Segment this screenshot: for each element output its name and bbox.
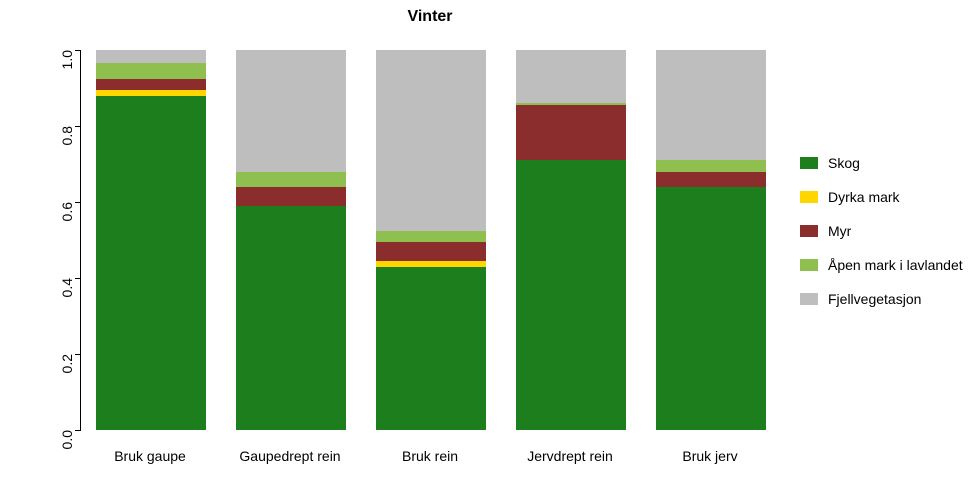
bar-segment-apen_lavland bbox=[96, 63, 205, 78]
chart-canvas: Vinter 0.00.20.40.60.81.0 Bruk gaupeGaup… bbox=[0, 0, 970, 500]
legend-label: Åpen mark i lavlandet bbox=[828, 257, 963, 273]
bar-segment-apen_lavland bbox=[656, 160, 765, 171]
x-category-label: Gaupedrept rein bbox=[239, 448, 340, 464]
legend-item: Åpen mark i lavlandet bbox=[800, 257, 963, 273]
bar-segment-fjellvegetasjon bbox=[236, 50, 345, 172]
legend-swatch bbox=[800, 157, 818, 169]
bar-segment-skog bbox=[656, 187, 765, 430]
bar bbox=[376, 50, 485, 430]
y-tick-label: 0.2 bbox=[59, 354, 75, 373]
bar bbox=[656, 50, 765, 430]
bar-segment-myr bbox=[96, 79, 205, 90]
y-tick-label: 0.6 bbox=[59, 202, 75, 221]
bar-segment-skog bbox=[516, 160, 625, 430]
bar-segment-skog bbox=[376, 267, 485, 430]
legend-swatch bbox=[800, 191, 818, 203]
legend-item: Skog bbox=[800, 155, 963, 171]
plot-area: 0.00.20.40.60.81.0 bbox=[80, 50, 781, 430]
bar bbox=[236, 50, 345, 430]
legend-swatch bbox=[800, 293, 818, 305]
legend-swatch bbox=[800, 225, 818, 237]
x-category-label: Bruk rein bbox=[402, 448, 458, 464]
bar-segment-fjellvegetasjon bbox=[516, 50, 625, 103]
bar bbox=[516, 50, 625, 430]
y-tick-mark bbox=[75, 430, 81, 431]
y-tick-mark bbox=[75, 126, 81, 127]
legend-label: Skog bbox=[828, 155, 860, 171]
y-tick-label: 0.4 bbox=[59, 278, 75, 297]
legend-item: Fjellvegetasjon bbox=[800, 291, 963, 307]
legend: Skog Dyrka mark Myr Åpen mark i lavlandet Fj… bbox=[800, 155, 963, 307]
bar-segment-skog bbox=[96, 96, 205, 430]
bar-segment-myr bbox=[656, 172, 765, 187]
legend-item: Dyrka mark bbox=[800, 189, 963, 205]
bar-segment-myr bbox=[516, 105, 625, 160]
y-tick-label: 1.0 bbox=[59, 50, 75, 69]
bar-segment-apen_lavland bbox=[516, 103, 625, 105]
bar-segment-skog bbox=[236, 206, 345, 430]
y-tick-label: 0.8 bbox=[59, 126, 75, 145]
bar-segment-fjellvegetasjon bbox=[376, 50, 485, 231]
y-tick-label: 0.0 bbox=[59, 430, 75, 449]
bar-segment-myr bbox=[376, 242, 485, 261]
bar-segment-apen_lavland bbox=[376, 231, 485, 242]
bar-segment-fjellvegetasjon bbox=[96, 50, 205, 63]
x-category-label: Bruk jerv bbox=[682, 448, 737, 464]
y-tick-mark bbox=[75, 354, 81, 355]
legend-label: Fjellvegetasjon bbox=[828, 291, 921, 307]
legend-item: Myr bbox=[800, 223, 963, 239]
bar bbox=[96, 50, 205, 430]
bar-segment-dyrka_mark bbox=[96, 90, 205, 96]
chart-title: Vinter bbox=[80, 8, 780, 26]
bar-segment-apen_lavland bbox=[236, 172, 345, 187]
x-category-label: Bruk gaupe bbox=[114, 448, 186, 464]
y-tick-mark bbox=[75, 278, 81, 279]
legend-label: Dyrka mark bbox=[828, 189, 900, 205]
bar-segment-myr bbox=[236, 187, 345, 206]
legend-label: Myr bbox=[828, 223, 851, 239]
legend-swatch bbox=[800, 259, 818, 271]
x-axis-labels: Bruk gaupe Gaupedrept rein Bruk rein Jervdr… bbox=[80, 448, 780, 478]
x-category-label: Jervdrept rein bbox=[527, 448, 613, 464]
y-tick-mark bbox=[75, 50, 81, 51]
y-tick-mark bbox=[75, 202, 81, 203]
bar-segment-fjellvegetasjon bbox=[656, 50, 765, 160]
bar-segment-dyrka_mark bbox=[376, 261, 485, 267]
